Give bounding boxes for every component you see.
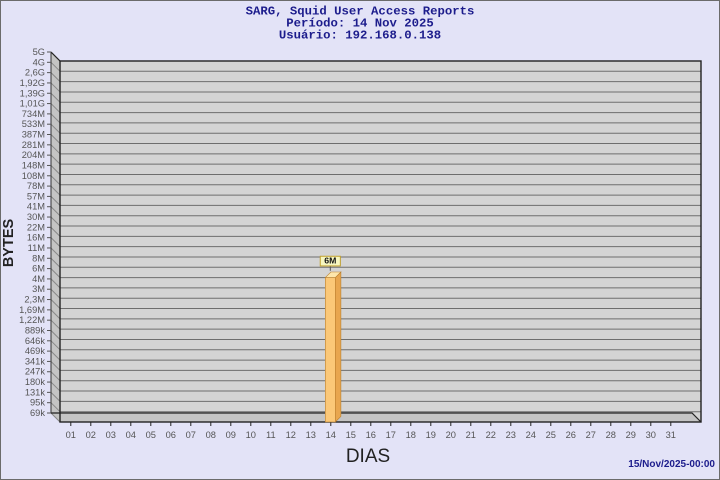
svg-text:26: 26 xyxy=(566,430,576,440)
svg-text:28: 28 xyxy=(606,430,616,440)
svg-text:15: 15 xyxy=(346,430,356,440)
svg-text:01: 01 xyxy=(66,430,76,440)
svg-text:1,22M: 1,22M xyxy=(19,315,45,325)
svg-text:25: 25 xyxy=(546,430,556,440)
svg-text:57M: 57M xyxy=(27,191,45,201)
svg-text:14: 14 xyxy=(326,430,336,440)
svg-text:148M: 148M xyxy=(22,160,45,170)
svg-text:387M: 387M xyxy=(22,130,45,140)
svg-text:469k: 469k xyxy=(25,346,46,356)
svg-text:108M: 108M xyxy=(22,171,45,181)
svg-text:69k: 69k xyxy=(30,408,45,418)
svg-text:10: 10 xyxy=(246,430,256,440)
svg-text:29: 29 xyxy=(626,430,636,440)
svg-text:281M: 281M xyxy=(22,140,45,150)
svg-text:1,39G: 1,39G xyxy=(20,88,45,98)
svg-text:03: 03 xyxy=(106,430,116,440)
svg-text:22M: 22M xyxy=(27,222,45,232)
svg-text:41M: 41M xyxy=(27,202,45,212)
svg-text:2,3M: 2,3M xyxy=(24,295,45,305)
svg-text:6M: 6M xyxy=(324,256,336,266)
svg-text:247k: 247k xyxy=(25,367,46,377)
svg-text:09: 09 xyxy=(226,430,236,440)
svg-text:11: 11 xyxy=(266,430,276,440)
svg-text:16: 16 xyxy=(366,430,376,440)
svg-text:23: 23 xyxy=(506,430,516,440)
svg-text:3M: 3M xyxy=(32,284,45,294)
svg-text:18: 18 xyxy=(406,430,416,440)
svg-text:22: 22 xyxy=(486,430,496,440)
svg-text:78M: 78M xyxy=(27,181,45,191)
svg-text:Usuário: 192.168.0.138: Usuário: 192.168.0.138 xyxy=(279,29,441,43)
svg-text:BYTES: BYTES xyxy=(1,219,17,268)
svg-text:19: 19 xyxy=(426,430,436,440)
svg-text:06: 06 xyxy=(166,430,176,440)
svg-text:533M: 533M xyxy=(22,119,45,129)
svg-text:11M: 11M xyxy=(28,243,45,253)
svg-text:95k: 95k xyxy=(30,398,45,408)
svg-text:2,6G: 2,6G xyxy=(25,68,45,78)
svg-text:17: 17 xyxy=(386,430,396,440)
svg-text:204M: 204M xyxy=(22,150,45,160)
svg-text:1,69M: 1,69M xyxy=(19,305,45,315)
svg-text:20: 20 xyxy=(446,430,456,440)
svg-text:131k: 131k xyxy=(25,387,46,397)
svg-text:04: 04 xyxy=(126,430,136,440)
svg-text:21: 21 xyxy=(466,430,476,440)
svg-text:30M: 30M xyxy=(27,212,45,222)
svg-text:05: 05 xyxy=(146,430,156,440)
svg-text:734M: 734M xyxy=(22,109,45,119)
svg-text:4G: 4G xyxy=(33,57,45,67)
svg-text:DIAS: DIAS xyxy=(346,446,390,467)
svg-text:341k: 341k xyxy=(25,356,46,366)
svg-text:5G: 5G xyxy=(33,47,45,57)
svg-text:12: 12 xyxy=(286,430,296,440)
svg-text:180k: 180k xyxy=(25,377,46,387)
svg-text:13: 13 xyxy=(306,430,316,440)
svg-text:4M: 4M xyxy=(32,274,45,284)
svg-text:24: 24 xyxy=(526,430,536,440)
svg-text:6M: 6M xyxy=(32,264,45,274)
svg-text:16M: 16M xyxy=(27,233,45,243)
svg-text:8M: 8M xyxy=(32,253,45,263)
svg-text:1,92G: 1,92G xyxy=(20,78,45,88)
svg-text:1,01G: 1,01G xyxy=(20,99,45,109)
svg-text:15/Nov/2025-00:00: 15/Nov/2025-00:00 xyxy=(628,459,715,470)
svg-text:07: 07 xyxy=(186,430,196,440)
svg-text:30: 30 xyxy=(646,430,656,440)
svg-text:27: 27 xyxy=(586,430,596,440)
svg-text:646k: 646k xyxy=(25,336,46,346)
svg-text:31: 31 xyxy=(666,430,676,440)
svg-text:08: 08 xyxy=(206,430,216,440)
svg-text:02: 02 xyxy=(86,430,96,440)
svg-text:889k: 889k xyxy=(25,325,46,335)
